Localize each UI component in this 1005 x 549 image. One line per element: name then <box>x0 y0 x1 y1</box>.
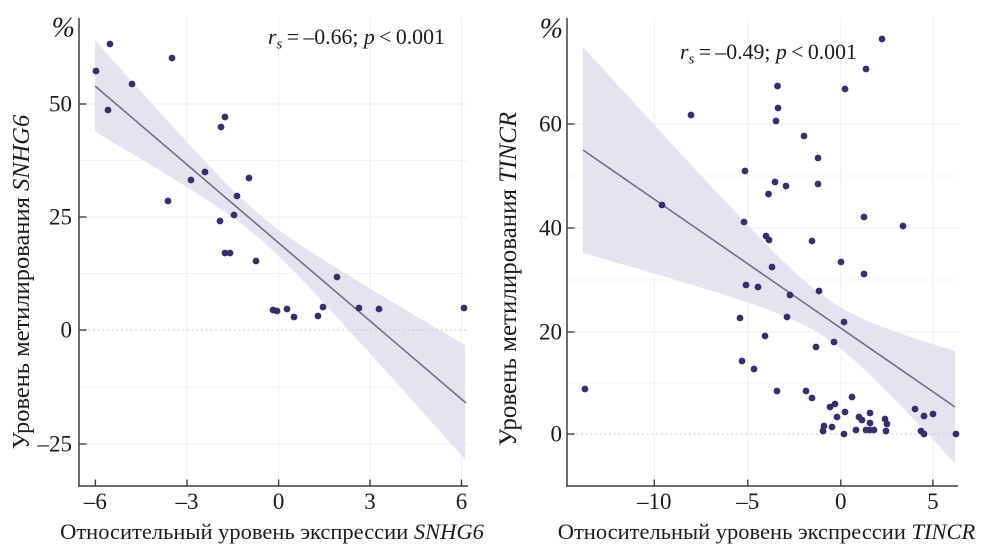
svg-text:5: 5 <box>927 489 939 514</box>
svg-text:0: 0 <box>61 318 73 343</box>
svg-text:0: 0 <box>273 489 285 514</box>
svg-text:rs = –0.66; p < 0.001: rs = –0.66; p < 0.001 <box>268 25 445 53</box>
svg-text:20: 20 <box>539 320 562 345</box>
svg-text:6: 6 <box>456 489 468 514</box>
svg-text:–25: –25 <box>37 432 73 457</box>
svg-text:Уровень метилирования SNHG6: Уровень метилирования SNHG6 <box>8 114 35 449</box>
svg-text:50: 50 <box>49 92 72 117</box>
svg-text:60: 60 <box>539 112 562 137</box>
svg-text:%: % <box>52 13 75 44</box>
svg-text:40: 40 <box>539 216 562 241</box>
svg-text:Относительный уровень экспресс: Относительный уровень экспрессии TINCR <box>558 519 976 544</box>
svg-text:0: 0 <box>551 422 563 447</box>
svg-text:–10: –10 <box>636 489 672 514</box>
svg-text:–3: –3 <box>175 489 199 514</box>
svg-text:–5: –5 <box>735 489 759 514</box>
svg-text:0: 0 <box>835 489 847 514</box>
svg-text:–6: –6 <box>83 489 107 514</box>
svg-text:3: 3 <box>364 489 376 514</box>
svg-text:Относительный уровень экспресс: Относительный уровень экспрессии SNHG6 <box>60 519 485 544</box>
svg-text:Уровень метилирования TINCR: Уровень метилирования TINCR <box>495 112 522 446</box>
svg-text:%: % <box>540 14 563 45</box>
svg-text:25: 25 <box>49 205 72 230</box>
svg-text:rs = –0.49; p < 0.001: rs = –0.49; p < 0.001 <box>680 40 857 68</box>
